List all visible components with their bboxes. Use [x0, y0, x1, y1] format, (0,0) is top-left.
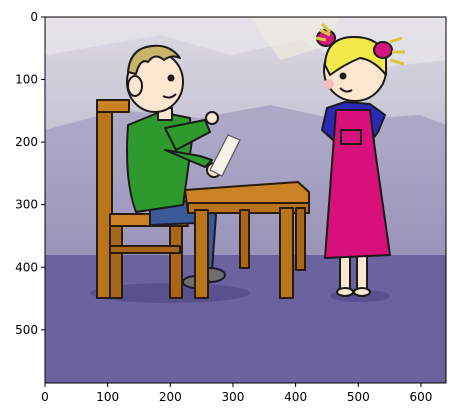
x-tick-label: 100 [96, 390, 119, 404]
y-tick-label: 0 [30, 10, 38, 24]
x-tick-label: 600 [409, 390, 432, 404]
x-axis: 0 100 200 300 400 500 600 [41, 383, 432, 404]
x-tick-label: 400 [284, 390, 307, 404]
table [184, 181, 310, 299]
y-axis: 0 100 200 300 400 500 [15, 10, 45, 337]
girl [315, 22, 405, 297]
y-tick-label: 100 [15, 73, 38, 87]
y-tick-label: 400 [15, 260, 38, 274]
paper [209, 134, 241, 177]
y-tick-label: 300 [15, 198, 38, 212]
boy [126, 44, 222, 213]
chair [96, 99, 189, 299]
y-tick-label: 500 [15, 323, 38, 337]
x-tick-label: 300 [222, 390, 245, 404]
axes-frame [44, 16, 447, 384]
x-tick-label: 200 [159, 390, 182, 404]
x-tick-label: 0 [41, 390, 49, 404]
y-tick-label: 200 [15, 135, 38, 149]
x-tick-label: 500 [347, 390, 370, 404]
cartoon-image [45, 17, 446, 383]
